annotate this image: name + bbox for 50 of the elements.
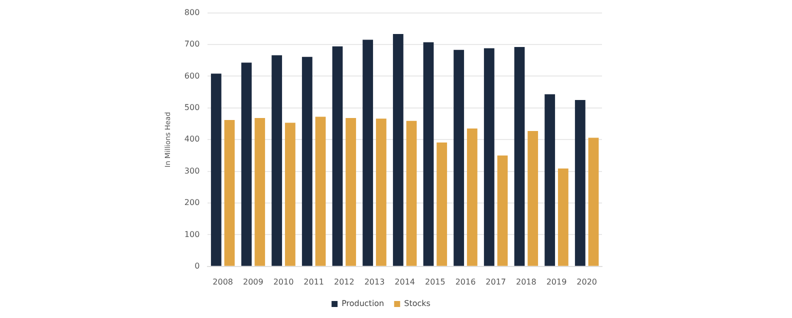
x-tick-label: 2018	[516, 277, 536, 286]
bar	[241, 62, 252, 266]
bar	[272, 55, 282, 266]
bar	[406, 120, 417, 266]
bar	[392, 34, 404, 266]
x-tick-label: 2020	[576, 277, 598, 286]
bar	[484, 48, 494, 266]
y-tick-label: 200	[184, 198, 200, 208]
y-tick-label: 700	[184, 40, 200, 49]
bar	[436, 142, 448, 266]
y-tick-label: 0	[194, 261, 200, 270]
bar	[588, 138, 599, 266]
y-tick-label: 500	[184, 102, 200, 112]
bar	[528, 131, 538, 266]
bar	[302, 56, 312, 266]
x-tick-label: 2009	[242, 277, 264, 286]
x-tick-label: 2015	[424, 277, 446, 286]
x-tick-label: 2011	[304, 277, 324, 286]
bar	[254, 118, 266, 266]
bar	[574, 100, 586, 266]
x-tick-label: 2008	[212, 277, 234, 286]
y-tick-label: 800	[184, 8, 200, 17]
y-tick-label: 600	[184, 71, 200, 80]
bar	[454, 50, 464, 266]
bar	[514, 47, 525, 266]
x-tick-label: 2013	[364, 277, 385, 286]
bar	[466, 128, 478, 266]
x-tick-label: 2010	[273, 277, 294, 286]
x-tick-label: 2012	[334, 277, 354, 286]
bar	[497, 155, 508, 266]
legend-label: Stocks	[404, 299, 430, 308]
x-tick-label: 2019	[546, 277, 567, 286]
y-tick-label: 100	[184, 230, 200, 239]
bar	[362, 40, 374, 266]
bar	[224, 120, 235, 266]
x-tick-label: 2016	[455, 277, 476, 286]
bar	[376, 118, 386, 266]
bar	[558, 168, 568, 266]
bar	[284, 122, 296, 266]
x-tick-label: 2014	[394, 277, 416, 286]
bar	[210, 74, 222, 266]
x-tick-label: 2017	[486, 277, 506, 286]
bar	[423, 42, 434, 266]
bar	[346, 118, 356, 266]
y-tick-label: 400	[184, 134, 200, 144]
y-tick-label: 300	[184, 166, 200, 176]
bar	[544, 94, 556, 266]
bar	[315, 116, 326, 266]
bar	[332, 46, 343, 266]
legend-label: Production	[342, 299, 384, 308]
